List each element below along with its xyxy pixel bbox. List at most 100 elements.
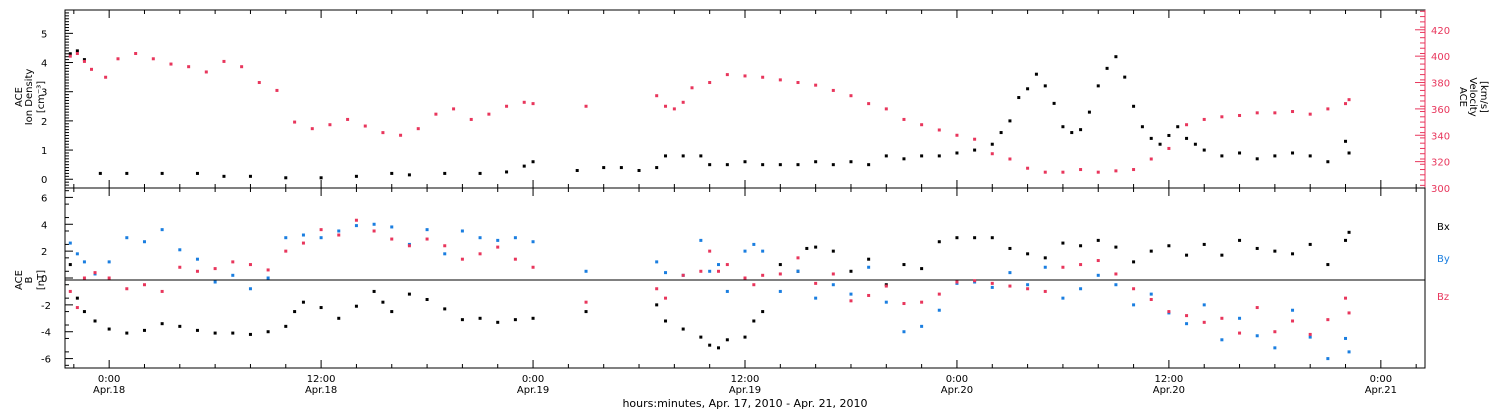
data-point-bx: [1220, 253, 1224, 257]
data-point-bx: [973, 236, 977, 240]
data-point-bx: [1149, 249, 1153, 253]
data-point-bx: [761, 310, 765, 314]
top-right-ylabel-line1: ACE: [1457, 87, 1468, 107]
data-point-bx: [1114, 245, 1118, 249]
data-point-bx: [1008, 246, 1012, 250]
data-point-ion-density: [195, 171, 199, 175]
data-point-ion-density: [1344, 139, 1348, 143]
b-tick-label: 4: [41, 220, 47, 231]
data-point-ion-density: [68, 52, 72, 56]
b-field-axis: -6 -4 -2 0 2 4 6: [41, 190, 73, 366]
data-point-velocity: [204, 70, 208, 74]
data-point-by: [248, 287, 252, 291]
data-point-ion-density: [443, 171, 447, 175]
data-point-bz: [407, 244, 411, 248]
data-point-velocity: [1026, 166, 1030, 170]
data-point-by: [301, 233, 305, 237]
data-point-ion-density: [505, 170, 509, 174]
data-point-bz: [725, 263, 729, 267]
data-point-velocity: [531, 102, 535, 106]
data-point-by: [920, 324, 924, 328]
data-point-ion-density: [1079, 128, 1083, 132]
data-point-velocity: [293, 120, 297, 124]
data-point-ion-density: [831, 163, 835, 167]
data-point-bz: [849, 299, 853, 303]
data-point-bz: [814, 281, 818, 285]
data-point-ion-density: [699, 154, 703, 158]
time-tick-label: 12:00: [307, 374, 336, 385]
data-point-by: [1347, 350, 1351, 354]
data-point-velocity: [151, 57, 155, 61]
data-point-bx: [1132, 260, 1136, 264]
data-point-velocity: [240, 65, 244, 69]
data-point-by: [496, 238, 500, 242]
b-tick-label: 6: [41, 193, 47, 204]
data-point-bx: [1347, 230, 1351, 234]
data-point-bz: [955, 280, 959, 284]
data-point-by: [1185, 322, 1189, 326]
data-point-by: [107, 260, 111, 264]
data-point-ion-density: [1087, 110, 1091, 114]
data-point-bx: [990, 236, 994, 240]
data-point-bx: [955, 236, 959, 240]
data-point-by: [867, 265, 871, 269]
data-point-by: [337, 229, 341, 233]
data-point-ion-density: [619, 166, 623, 170]
data-point-ion-density: [778, 163, 782, 167]
data-point-bx: [1079, 244, 1083, 248]
data-point-bx: [584, 310, 588, 314]
data-point-bz: [867, 293, 871, 297]
data-point-velocity: [849, 94, 853, 98]
data-point-velocity: [884, 107, 888, 111]
data-point-bz: [937, 292, 941, 296]
data-point-bz: [1132, 287, 1136, 291]
data-point-velocity: [814, 83, 818, 87]
data-point-ion-density: [1070, 131, 1074, 135]
date-tick-label: Apr.18: [93, 385, 125, 396]
data-point-bx: [407, 292, 411, 296]
b-tick-label: -2: [41, 301, 51, 312]
top-right-ylabel-line3: [km/s]: [1478, 81, 1489, 113]
data-point-velocity: [584, 104, 588, 108]
data-point-bz: [1079, 263, 1083, 267]
data-point-bx: [867, 257, 871, 261]
data-point-bx: [478, 316, 482, 320]
data-point-ion-density: [725, 163, 729, 167]
data-point-bz: [831, 272, 835, 276]
data-point-bz: [699, 269, 703, 273]
date-tick-label: Apr.21: [1365, 385, 1397, 396]
b-tick-label: -6: [41, 355, 51, 366]
legend-bx: Bx: [1437, 222, 1450, 233]
time-tick-label: 0:00: [1370, 374, 1392, 385]
data-point-by: [849, 292, 853, 296]
data-point-velocity: [89, 67, 93, 71]
data-point-by: [884, 300, 888, 304]
top-scatter: [68, 49, 1351, 180]
data-point-bz: [1202, 320, 1206, 324]
data-point-bz: [1149, 297, 1153, 301]
data-point-bz: [1347, 311, 1351, 315]
data-point-velocity: [937, 128, 941, 132]
velocity-axis: 300 320 340 360 380 400 420: [1415, 10, 1450, 195]
data-point-bx: [1167, 244, 1171, 248]
data-point-bz: [1273, 330, 1277, 334]
data-point-velocity: [902, 117, 906, 121]
data-point-bx: [1238, 238, 1242, 242]
data-point-bz: [195, 269, 199, 273]
x-axis-title: hours:minutes, Apr. 17, 2010 - Apr. 21, …: [622, 397, 867, 410]
data-point-velocity: [1291, 110, 1295, 114]
data-point-by: [902, 330, 906, 334]
data-point-by: [178, 248, 182, 252]
data-point-velocity: [1344, 102, 1348, 106]
data-point-velocity: [1008, 157, 1012, 161]
data-point-velocity: [1114, 169, 1118, 173]
data-point-bx: [266, 330, 270, 334]
data-point-bx: [178, 324, 182, 328]
data-point-bz: [284, 249, 288, 253]
density-tick-label: 2: [41, 117, 47, 128]
data-point-bx: [443, 307, 447, 311]
data-point-by: [717, 263, 721, 267]
data-point-bz: [68, 289, 72, 293]
legend-by: By: [1437, 254, 1450, 265]
data-point-ion-density: [990, 142, 994, 146]
